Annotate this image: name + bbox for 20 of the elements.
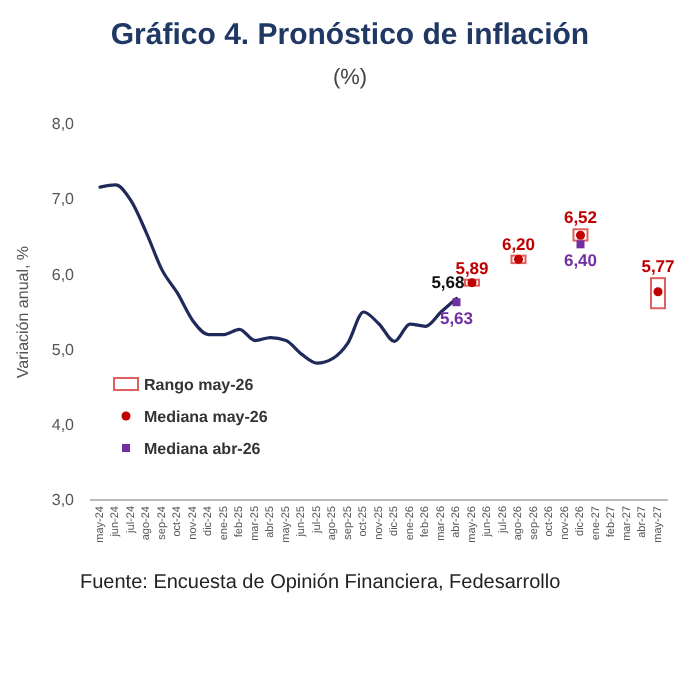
y-tick-label: 7,0 (51, 190, 76, 209)
data-label: 6,20 (501, 233, 536, 254)
data-label: 6,52 (563, 207, 598, 228)
legend-label: Mediana abr-26 (144, 440, 262, 458)
data-label: 6,40 (563, 250, 598, 271)
data-label: 5,63 (439, 308, 474, 329)
data-label: 5,77 (641, 256, 676, 277)
y-tick-label: 6,0 (51, 265, 76, 284)
y-tick-label: 8,0 (51, 115, 76, 134)
y-tick-label: 5,0 (51, 340, 76, 359)
data-label: 5,89 (455, 257, 490, 278)
data-label: 5,68 (431, 272, 466, 293)
source-note: Fuente: Encuesta de Opinión Financiera, Fedesarrollo (80, 572, 562, 594)
chart-title: Gráfico 4. Pronóstico de inflación (110, 18, 590, 52)
chart-subtitle: (%) (332, 66, 368, 90)
legend-label: Rango may-26 (144, 376, 255, 394)
y-tick-label: 4,0 (51, 415, 76, 434)
y-tick-label: 3,0 (51, 491, 76, 510)
legend-label: Mediana may-26 (144, 408, 269, 426)
y-axis-title: Variación anual, % (14, 245, 32, 379)
